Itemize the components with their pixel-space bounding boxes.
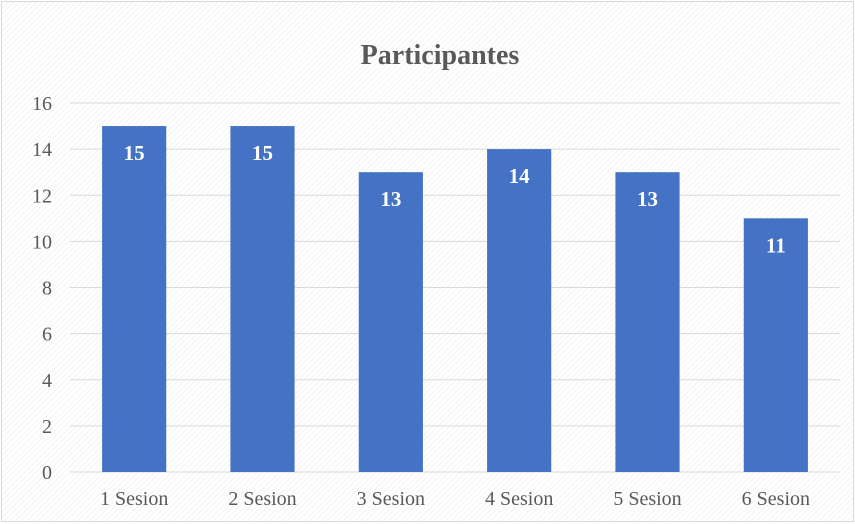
y-axis-ticks: 0 2 4 6 8 10 12 14 16 bbox=[32, 93, 52, 484]
bar-data-label: 15 bbox=[124, 141, 145, 165]
y-tick-label: 4 bbox=[42, 370, 52, 392]
bar bbox=[102, 126, 167, 472]
y-tick-label: 14 bbox=[32, 139, 52, 161]
bar bbox=[230, 126, 295, 472]
y-tick-label: 10 bbox=[32, 231, 52, 253]
y-tick-label: 2 bbox=[42, 416, 52, 438]
bar bbox=[358, 172, 423, 472]
x-tick-label: 5 Sesion bbox=[613, 488, 681, 510]
bar-data-label: 14 bbox=[509, 164, 531, 188]
chart-title: Participantes bbox=[361, 40, 520, 71]
y-tick-label: 16 bbox=[32, 93, 52, 115]
y-tick-label: 0 bbox=[42, 462, 52, 484]
y-tick-label: 8 bbox=[42, 278, 52, 300]
bar-data-label: 15 bbox=[252, 141, 273, 165]
y-tick-label: 12 bbox=[32, 185, 52, 207]
x-axis-ticks: 1 Sesion 2 Sesion 3 Sesion 4 Sesion 5 Sesion… bbox=[100, 488, 810, 510]
bar bbox=[487, 149, 552, 472]
bars: 15 15 13 14 13 11 bbox=[102, 126, 808, 472]
x-tick-label: 3 Sesion bbox=[357, 488, 425, 510]
bar-data-label: 13 bbox=[380, 187, 401, 211]
bar-data-label: 11 bbox=[766, 233, 786, 257]
gridlines bbox=[70, 102, 840, 473]
x-tick-label: 6 Sesion bbox=[742, 488, 810, 510]
bar bbox=[743, 218, 808, 472]
x-tick-label: 1 Sesion bbox=[100, 488, 168, 510]
x-tick-label: 2 Sesion bbox=[228, 488, 296, 510]
x-tick-label: 4 Sesion bbox=[485, 488, 553, 510]
y-tick-label: 6 bbox=[42, 324, 52, 346]
bar bbox=[615, 172, 680, 472]
bar-data-label: 13 bbox=[637, 187, 658, 211]
